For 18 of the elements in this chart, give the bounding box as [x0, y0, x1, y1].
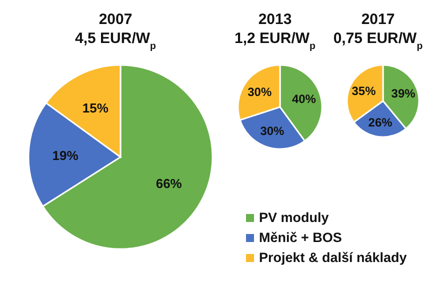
- legend-label: PV moduly: [259, 209, 329, 227]
- legend-label: Projekt & další náklady: [259, 249, 407, 267]
- chart-title: 2017: [361, 11, 395, 28]
- legend-label: Měnič + BOS: [259, 229, 342, 247]
- data-label: 66%: [156, 176, 182, 192]
- chart-subtitle: 0,75 EUR/W$_{p}$: [333, 30, 423, 52]
- chart-title: 2013: [258, 11, 292, 28]
- data-label: 35%: [352, 84, 376, 98]
- data-label: 39%: [391, 86, 416, 101]
- data-label: 26%: [368, 115, 393, 130]
- data-label: 40%: [292, 92, 316, 106]
- chart-title: 2007: [98, 11, 132, 28]
- chart-subtitle: 1,2 EUR/W$_{p}$: [234, 30, 316, 52]
- chart-subtitle: 4,5 EUR/W$_{p}$: [75, 30, 156, 52]
- data-label: 30%: [260, 124, 285, 138]
- data-label: 15%: [82, 100, 109, 116]
- data-label: 19%: [52, 148, 79, 163]
- data-label: 30%: [248, 85, 272, 100]
